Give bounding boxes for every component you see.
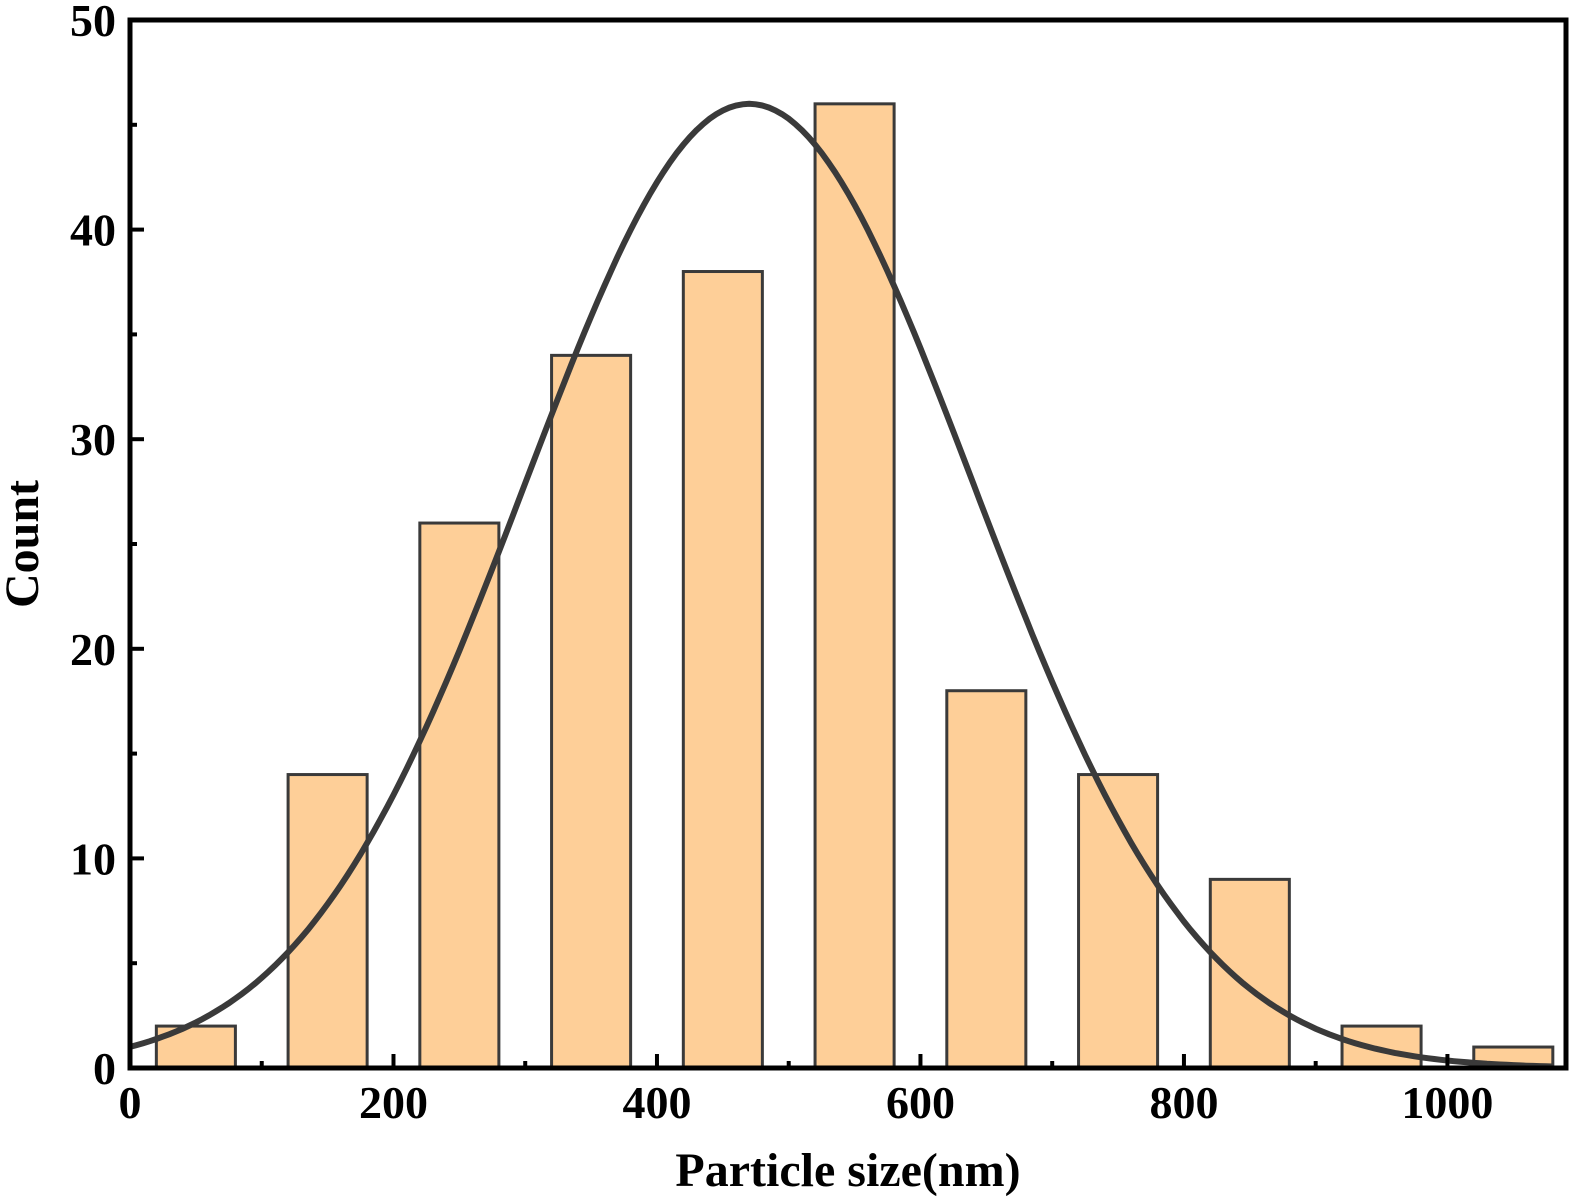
axis-ticks: [128, 18, 1450, 1070]
y-tick-label: 10: [70, 833, 116, 884]
histogram-bar-8: [1208, 877, 1291, 1070]
y-tick-label: 20: [70, 624, 116, 675]
y-tick-label: 40: [70, 205, 116, 256]
x-tick-label: 400: [622, 1077, 691, 1128]
x-tick-label: 800: [1149, 1077, 1218, 1128]
gaussian-fit-curve: [129, 100, 1553, 1070]
y-axis-label: Count: [0, 480, 49, 608]
x-tick-label: 600: [886, 1077, 955, 1128]
histogram-bar-5: [813, 102, 896, 1070]
x-tick-label: 0: [119, 1077, 142, 1128]
y-tick-label: 50: [70, 0, 116, 46]
histogram-bar-4: [681, 270, 764, 1070]
histogram-bar-2: [418, 521, 501, 1070]
y-tick-label: 0: [93, 1043, 116, 1094]
histogram-bar-1: [286, 773, 369, 1070]
histogram-bar-6: [945, 689, 1028, 1070]
tick-labels: 0 200 400 600 800 1000 0 10 20 30 40 50: [70, 0, 1493, 1128]
bars-group: [154, 102, 1555, 1070]
y-tick-label: 30: [70, 414, 116, 465]
x-tick-label: 1000: [1401, 1077, 1493, 1128]
histogram-bar-3: [550, 353, 633, 1070]
x-axis-label: Particle size(nm): [675, 1144, 1020, 1197]
x-tick-label: 200: [359, 1077, 428, 1128]
